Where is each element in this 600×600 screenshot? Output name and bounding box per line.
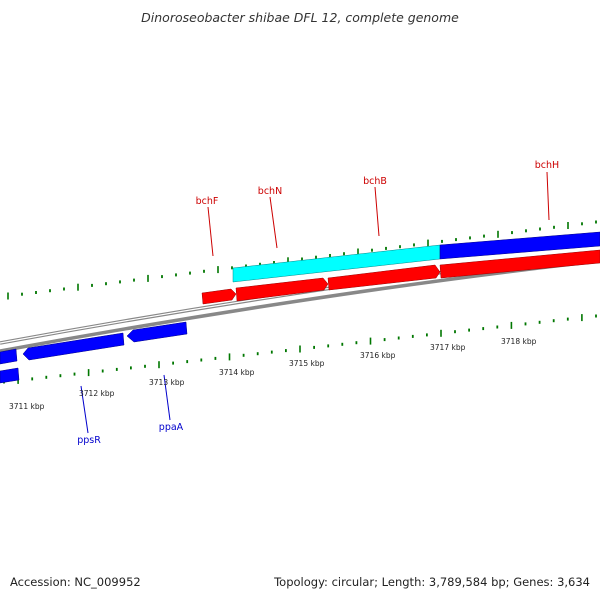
scale-label: 3718 kbp: [501, 337, 537, 346]
gene-arrow-reverse[interactable]: [0, 348, 18, 365]
genome-title: Dinoroseobacter shibae DFL 12, complete …: [141, 10, 459, 25]
accession-label: Accession: NC_009952: [10, 575, 141, 589]
gene-label-line-ppsR: [80, 385, 89, 434]
gene-arrow-forward[interactable]: [327, 264, 441, 291]
scale-label: 3717 kbp: [430, 343, 466, 352]
gene-arrow-forward[interactable]: [235, 277, 329, 302]
gene-label-bchB[interactable]: bchB: [363, 176, 387, 187]
gene-label-line-ppaA: [163, 374, 171, 421]
gene-label-line-bchH: [546, 171, 550, 221]
scale-label: 3716 kbp: [360, 351, 396, 360]
gene-arrow-reverse[interactable]: [126, 321, 188, 343]
scale-label: 3714 kbp: [219, 368, 255, 377]
gene-label-line-bchB: [374, 186, 380, 237]
gene-label-bchN[interactable]: bchN: [258, 186, 282, 197]
gene-label-line-bchF: [207, 206, 214, 257]
gene-arrow-forward[interactable]: [439, 249, 600, 279]
gene-arrow-reverse[interactable]: [22, 332, 125, 361]
gene-arrow-reverse[interactable]: [0, 367, 20, 384]
gene-label-line-bchN: [269, 196, 278, 249]
gene-label-bchH[interactable]: bchH: [535, 160, 559, 171]
gene-label-bchF[interactable]: bchF: [196, 196, 219, 207]
feature-band-blue[interactable]: [439, 231, 600, 260]
scale-label: 3713 kbp: [149, 378, 185, 387]
gene-label-ppsR[interactable]: ppsR: [77, 435, 101, 446]
scale-label: 3712 kbp: [79, 389, 115, 398]
genome-stats-label: Topology: circular; Length: 3,789,584 bp…: [274, 575, 590, 589]
outer-tick-track: [7, 220, 597, 300]
scale-label: 3715 kbp: [289, 359, 325, 368]
gene-arrow-forward[interactable]: [201, 288, 237, 305]
scale-label: 3711 kbp: [9, 402, 45, 411]
gene-label-ppaA[interactable]: ppaA: [159, 422, 184, 433]
